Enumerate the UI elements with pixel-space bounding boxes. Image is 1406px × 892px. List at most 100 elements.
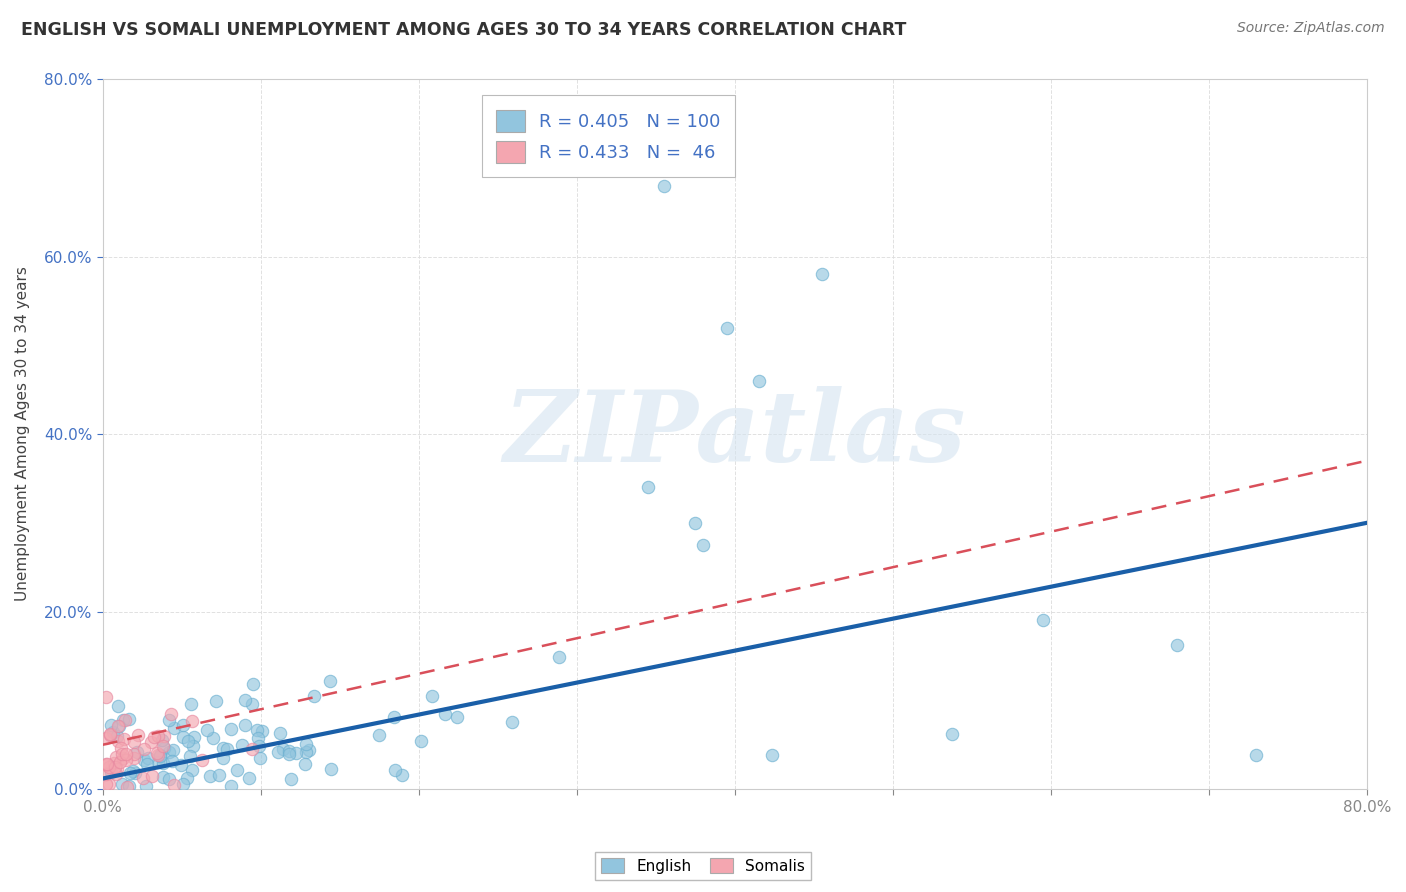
Point: [94, 777, 117, 791]
Text: ENGLISH VS SOMALI UNEMPLOYMENT AMONG AGES 30 TO 34 YEARS CORRELATION CHART: ENGLISH VS SOMALI UNEMPLOYMENT AMONG AGE…: [21, 21, 907, 38]
Point: [125, 745, 148, 759]
Legend: R = 0.405   N = 100, R = 0.433   N =  46: R = 0.405 N = 100, R = 0.433 N = 46: [482, 95, 735, 178]
Point: [152, 756, 174, 771]
Point: [153, 741, 176, 756]
Point: [1166, 638, 1188, 652]
Point: [141, 769, 163, 783]
Point: [157, 745, 180, 759]
Point: [180, 714, 202, 729]
Point: [747, 374, 769, 388]
Point: [685, 516, 707, 530]
Point: [273, 742, 295, 756]
Point: [132, 753, 155, 767]
Point: [250, 724, 273, 739]
Point: [211, 751, 233, 765]
Point: [94, 690, 117, 705]
Point: [107, 719, 129, 733]
Y-axis label: Unemployment Among Ages 30 to 34 years: Unemployment Among Ages 30 to 34 years: [15, 267, 30, 601]
Point: [266, 745, 288, 759]
Point: [98, 760, 121, 774]
Point: [810, 267, 832, 281]
Point: [231, 738, 253, 752]
Point: [269, 725, 291, 739]
Point: [146, 730, 169, 744]
Point: [152, 739, 174, 753]
Point: [146, 756, 169, 770]
Point: [100, 717, 122, 731]
Point: [100, 765, 122, 780]
Point: [115, 780, 138, 795]
Point: [180, 764, 202, 778]
Point: [163, 721, 186, 735]
Point: [94, 731, 117, 745]
Point: [160, 707, 183, 722]
Point: [162, 743, 184, 757]
Point: [108, 755, 131, 769]
Point: [104, 760, 127, 774]
Point: [169, 758, 191, 772]
Point: [637, 480, 659, 494]
Point: [124, 766, 146, 780]
Point: [120, 766, 142, 780]
Point: [146, 747, 169, 762]
Point: [247, 739, 270, 754]
Point: [157, 713, 180, 727]
Point: [115, 747, 138, 761]
Text: Source: ZipAtlas.com: Source: ZipAtlas.com: [1237, 21, 1385, 35]
Point: [446, 709, 468, 723]
Point: [111, 777, 134, 791]
Point: [277, 747, 299, 761]
Point: [277, 743, 299, 757]
Point: [384, 763, 406, 777]
Point: [105, 750, 128, 764]
Point: [101, 724, 124, 739]
Point: [652, 178, 675, 193]
Point: [235, 717, 257, 731]
Point: [319, 762, 342, 776]
Point: [149, 748, 172, 763]
Point: [104, 767, 127, 781]
Point: [122, 764, 145, 778]
Point: [298, 743, 321, 757]
Point: [118, 779, 141, 793]
Point: [382, 710, 405, 724]
Point: [183, 731, 205, 745]
Point: [246, 731, 269, 746]
Point: [114, 732, 136, 747]
Point: [240, 742, 263, 756]
Point: [94, 756, 117, 771]
Point: [221, 722, 243, 736]
Point: [136, 756, 159, 771]
Point: [172, 730, 194, 744]
Point: [122, 747, 145, 761]
Point: [177, 734, 200, 748]
Point: [501, 714, 523, 729]
Point: [761, 747, 783, 762]
Point: [111, 750, 134, 764]
Point: [249, 751, 271, 765]
Point: [433, 707, 456, 722]
Point: [149, 748, 172, 763]
Point: [105, 729, 128, 743]
Point: [179, 749, 201, 764]
Text: ZIPatlas: ZIPatlas: [503, 386, 966, 483]
Point: [110, 740, 132, 755]
Point: [304, 690, 326, 704]
Point: [226, 763, 249, 777]
Point: [143, 731, 166, 745]
Point: [162, 754, 184, 768]
Point: [207, 767, 229, 781]
Point: [1244, 748, 1267, 763]
Point: [391, 768, 413, 782]
Point: [112, 714, 135, 728]
Point: [201, 731, 224, 746]
Point: [96, 756, 118, 771]
Point: [172, 718, 194, 732]
Point: [692, 538, 714, 552]
Point: [211, 740, 233, 755]
Point: [114, 714, 136, 728]
Point: [132, 742, 155, 756]
Point: [1032, 614, 1054, 628]
Point: [163, 778, 186, 792]
Point: [172, 777, 194, 791]
